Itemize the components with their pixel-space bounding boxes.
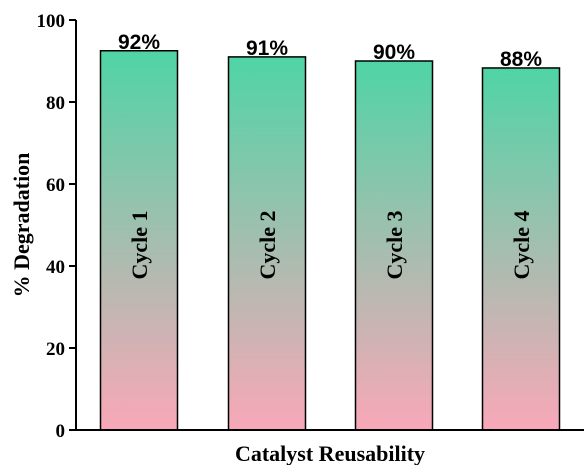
- y-ticks-group: 0 20 40 60 80 100: [37, 11, 76, 442]
- bar-data-label: 91%: [246, 37, 288, 60]
- y-tick-label: 0: [56, 421, 66, 442]
- bar-category-label: Cycle 4: [509, 210, 534, 279]
- bar-category-label: Cycle 3: [382, 210, 407, 279]
- y-tick-label: 20: [46, 339, 65, 360]
- bar: [354, 60, 434, 431]
- y-tick-label: 60: [46, 175, 65, 196]
- bar: [99, 50, 179, 431]
- bar: [481, 67, 561, 431]
- y-tick-label: 80: [46, 93, 65, 114]
- x-axis-title: Catalyst Reusability: [235, 441, 425, 465]
- bar-data-label: 90%: [373, 41, 415, 64]
- bar-data-label: 88%: [500, 48, 542, 71]
- bars-group: [99, 50, 561, 431]
- bar-data-label: 92%: [118, 31, 160, 54]
- bar-category-label: Cycle 2: [255, 210, 280, 279]
- data-labels-group: 92% 91% 90% 88%: [118, 31, 542, 71]
- bar-labels-group: Cycle 1 Cycle 2 Cycle 3 Cycle 4: [127, 210, 534, 279]
- y-tick-label: 100: [37, 11, 66, 32]
- y-axis-title: % Degradation: [9, 153, 34, 298]
- bar-category-label: Cycle 1: [127, 210, 152, 279]
- y-tick-label: 40: [46, 257, 65, 278]
- bar: [227, 56, 307, 431]
